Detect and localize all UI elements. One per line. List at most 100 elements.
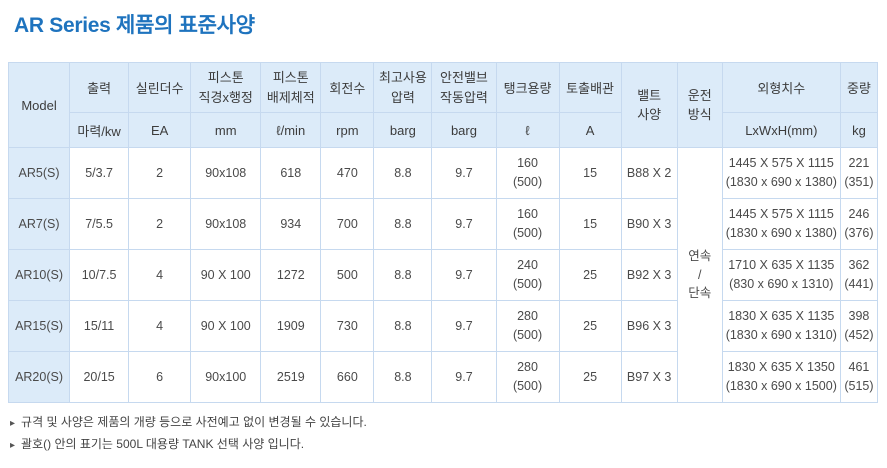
table-header: Model 출력 실린더수 피스톤 직경x행정 피스톤 배제체적 회전수 최고사… bbox=[7, 62, 879, 148]
cell-piston-displacement: 1909 bbox=[260, 300, 322, 352]
cell-discharge-pipe: 25 bbox=[558, 249, 622, 301]
cell-weight: 461 (515) bbox=[839, 351, 879, 403]
cell-tank-capacity: 280 (500) bbox=[495, 351, 560, 403]
unit-weight: kg bbox=[839, 112, 879, 148]
col-header-belt-spec: 밸트 사양 bbox=[620, 62, 678, 148]
cell-model: AR5(S) bbox=[7, 147, 71, 199]
cell-piston-bore: 90 X 100 bbox=[190, 300, 262, 352]
cell-weight: 398 (452) bbox=[839, 300, 879, 352]
cell-dimensions: 1830 X 635 X 1135 (1830 x 690 x 1310) bbox=[721, 300, 841, 352]
cell-belt-spec: B97 X 3 bbox=[620, 351, 678, 403]
footnote-text: 괄호() 안의 표기는 500L 대용량 TANK 선택 사양 입니다. bbox=[21, 437, 305, 451]
unit-piston-displacement: ℓ/min bbox=[260, 112, 322, 148]
cell-model: AR7(S) bbox=[7, 198, 71, 250]
cell-discharge-pipe: 25 bbox=[558, 351, 622, 403]
unit-cylinders: EA bbox=[128, 112, 192, 148]
col-header-cylinders: 실린더수 bbox=[128, 62, 192, 113]
cell-tank-capacity: 160 (500) bbox=[495, 147, 560, 199]
col-header-tank-capacity: 탱크용량 bbox=[495, 62, 560, 113]
cell-output: 10/7.5 bbox=[69, 249, 130, 301]
cell-weight: 221 (351) bbox=[839, 147, 879, 199]
cell-piston-displacement: 1272 bbox=[260, 249, 322, 301]
cell-safety-valve: 9.7 bbox=[431, 147, 497, 199]
unit-dimensions: LxWxH(mm) bbox=[721, 112, 841, 148]
cell-safety-valve: 9.7 bbox=[431, 249, 497, 301]
bullet-icon: ▸ bbox=[10, 418, 16, 429]
cell-cylinders: 4 bbox=[128, 249, 192, 301]
footnote-line: ▸ 괄호() 안의 표기는 500L 대용량 TANK 선택 사양 입니다. bbox=[10, 434, 887, 456]
cell-max-pressure: 8.8 bbox=[373, 147, 433, 199]
cell-belt-spec: B90 X 3 bbox=[620, 198, 678, 250]
header-row-main: Model 출력 실린더수 피스톤 직경x행정 피스톤 배제체적 회전수 최고사… bbox=[7, 62, 879, 148]
table-row-ar5: AR5(S) 5/3.7 2 90x108 618 470 8.8 9.7 16… bbox=[7, 147, 879, 403]
table-row-ar7: AR7(S) 7/5.5 2 90x108 934 700 8.8 9.7 16… bbox=[7, 198, 879, 250]
cell-safety-valve: 9.7 bbox=[431, 351, 497, 403]
cell-piston-displacement: 934 bbox=[260, 198, 322, 250]
col-header-safety-valve: 안전밸브 작동압력 bbox=[431, 62, 497, 113]
cell-max-pressure: 8.8 bbox=[373, 351, 433, 403]
cell-cylinders: 4 bbox=[128, 300, 192, 352]
col-header-discharge-pipe: 토출배관 bbox=[558, 62, 622, 113]
cell-model: AR15(S) bbox=[7, 300, 71, 352]
cell-discharge-pipe: 25 bbox=[558, 300, 622, 352]
cell-safety-valve: 9.7 bbox=[431, 300, 497, 352]
cell-output: 20/15 bbox=[69, 351, 130, 403]
cell-tank-capacity: 160 (500) bbox=[495, 198, 560, 250]
col-header-operation-mode: 운전 방식 bbox=[676, 62, 723, 148]
unit-max-pressure: barg bbox=[373, 112, 433, 148]
unit-piston-bore: mm bbox=[190, 112, 262, 148]
cell-cylinders: 6 bbox=[128, 351, 192, 403]
cell-belt-spec: B88 X 2 bbox=[620, 147, 678, 199]
cell-dimensions: 1445 X 575 X 1115 (1830 x 690 x 1380) bbox=[721, 198, 841, 250]
table-row-ar15: AR15(S) 15/11 4 90 X 100 1909 730 8.8 9.… bbox=[7, 300, 879, 352]
cell-cylinders: 2 bbox=[128, 198, 192, 250]
cell-model: AR20(S) bbox=[7, 351, 71, 403]
col-header-output: 출력 bbox=[69, 62, 130, 113]
cell-rpm: 500 bbox=[320, 249, 375, 301]
header-row-units: 마력/kw EA mm ℓ/min rpm barg barg ℓ A LxWx… bbox=[9, 112, 879, 148]
cell-model: AR10(S) bbox=[7, 249, 71, 301]
cell-max-pressure: 8.8 bbox=[373, 300, 433, 352]
cell-output: 5/3.7 bbox=[69, 147, 130, 199]
cell-piston-bore: 90x108 bbox=[190, 198, 262, 250]
footnote-text: 규격 및 사양은 제품의 개량 등으로 사전예고 없이 변경될 수 있습니다. bbox=[21, 415, 367, 429]
col-header-rpm: 회전수 bbox=[320, 62, 375, 113]
cell-tank-capacity: 280 (500) bbox=[495, 300, 560, 352]
unit-tank-capacity: ℓ bbox=[495, 112, 560, 148]
cell-dimensions: 1830 X 635 X 1350 (1830 x 690 x 1500) bbox=[721, 351, 841, 403]
unit-output: 마력/kw bbox=[69, 112, 130, 148]
cell-output: 7/5.5 bbox=[69, 198, 130, 250]
col-header-weight: 중량 bbox=[839, 62, 879, 113]
footnotes: ▸ 규격 및 사양은 제품의 개량 등으로 사전예고 없이 변경될 수 있습니다… bbox=[10, 412, 887, 456]
col-header-piston-displacement: 피스톤 배제체적 bbox=[260, 62, 322, 113]
footnote-line: ▸ 규격 및 사양은 제품의 개량 등으로 사전예고 없이 변경될 수 있습니다… bbox=[10, 412, 887, 434]
cell-operation-mode: 연속 / 단속 bbox=[676, 147, 723, 403]
cell-weight: 362 (441) bbox=[839, 249, 879, 301]
col-header-model: Model bbox=[7, 62, 71, 148]
col-header-piston-bore: 피스톤 직경x행정 bbox=[190, 62, 262, 113]
cell-discharge-pipe: 15 bbox=[558, 198, 622, 250]
cell-weight: 246 (376) bbox=[839, 198, 879, 250]
cell-piston-bore: 90x100 bbox=[190, 351, 262, 403]
cell-safety-valve: 9.7 bbox=[431, 198, 497, 250]
cell-belt-spec: B92 X 3 bbox=[620, 249, 678, 301]
spec-table: Model 출력 실린더수 피스톤 직경x행정 피스톤 배제체적 회전수 최고사… bbox=[7, 62, 879, 403]
cell-rpm: 470 bbox=[320, 147, 375, 199]
cell-dimensions: 1445 X 575 X 1115 (1830 x 690 x 1380) bbox=[721, 147, 841, 199]
page-title: AR Series 제품의 표준사양 bbox=[14, 14, 255, 37]
bullet-icon: ▸ bbox=[10, 440, 16, 451]
cell-max-pressure: 8.8 bbox=[373, 249, 433, 301]
cell-rpm: 700 bbox=[320, 198, 375, 250]
cell-rpm: 730 bbox=[320, 300, 375, 352]
cell-tank-capacity: 240 (500) bbox=[495, 249, 560, 301]
cell-max-pressure: 8.8 bbox=[373, 198, 433, 250]
cell-discharge-pipe: 15 bbox=[558, 147, 622, 199]
cell-cylinders: 2 bbox=[128, 147, 192, 199]
col-header-dimensions: 외형치수 bbox=[721, 62, 841, 113]
cell-piston-bore: 90 X 100 bbox=[190, 249, 262, 301]
unit-safety-valve: barg bbox=[431, 112, 497, 148]
cell-piston-bore: 90x108 bbox=[190, 147, 262, 199]
table-row-ar20: AR20(S) 20/15 6 90x100 2519 660 8.8 9.7 … bbox=[7, 351, 879, 403]
cell-rpm: 660 bbox=[320, 351, 375, 403]
